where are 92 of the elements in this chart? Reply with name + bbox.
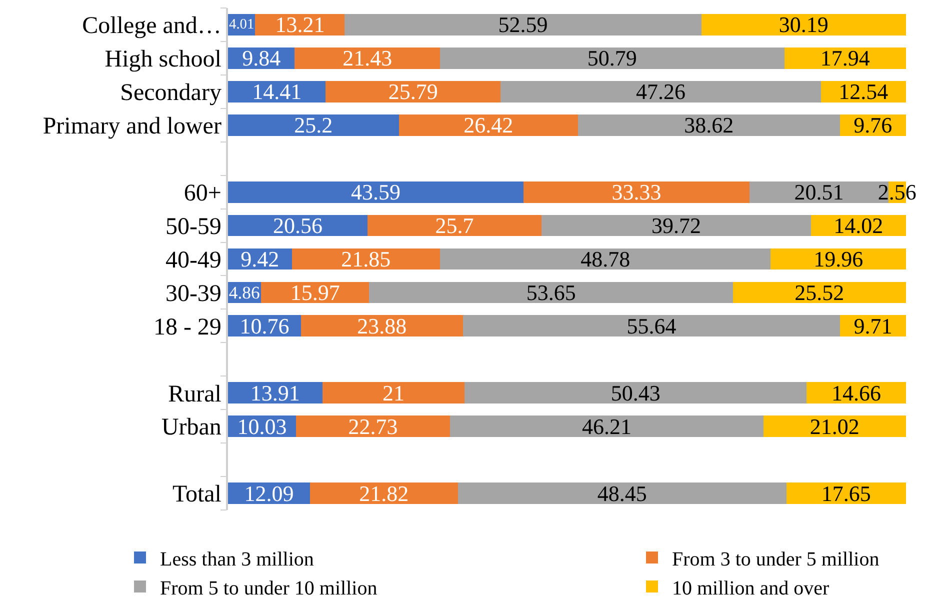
data-label: 25.52 — [794, 280, 844, 305]
data-label: 30.19 — [778, 12, 828, 38]
bar — [228, 80, 326, 102]
data-label: 14.02 — [834, 213, 884, 238]
y-tick-label: 18 - 29 — [153, 314, 222, 340]
y-tick-label: Total — [172, 482, 222, 508]
bar — [458, 482, 786, 504]
data-label: 20.56 — [272, 213, 322, 238]
data-label: 23.88 — [357, 313, 407, 338]
data-label: 9.84 — [242, 46, 281, 71]
bar — [701, 14, 906, 36]
bar — [450, 416, 764, 438]
bar — [322, 382, 465, 404]
bar — [462, 315, 840, 337]
data-label: 50.43 — [610, 380, 660, 406]
data-label: 25.7 — [435, 213, 474, 238]
data-label: 53.65 — [526, 280, 576, 305]
bar — [300, 315, 463, 337]
y-tick-label: Secondary — [120, 80, 222, 106]
data-label: 52.59 — [498, 12, 548, 38]
bar — [763, 416, 906, 438]
bar — [310, 482, 458, 504]
bar — [367, 214, 542, 236]
bar — [228, 181, 524, 203]
y-tick-label: 60+ — [184, 180, 222, 206]
data-label: 17.94 — [820, 46, 870, 71]
data-label: 50.79 — [587, 46, 637, 71]
bar — [344, 14, 702, 36]
bar — [440, 47, 784, 69]
data-label: 9.42 — [240, 246, 280, 272]
data-label: 43.59 — [351, 180, 401, 205]
bar — [784, 47, 906, 69]
data-label: 12.09 — [244, 480, 294, 506]
data-label: 10.76 — [240, 313, 290, 338]
y-tick-label: Rural — [168, 381, 222, 408]
data-label: 39.72 — [652, 213, 701, 238]
data-label: 14.66 — [831, 380, 881, 406]
bar — [398, 114, 578, 136]
data-label: 33.33 — [612, 180, 662, 205]
data-label: 10.03 — [237, 414, 287, 439]
bar — [292, 248, 440, 270]
bar — [326, 80, 501, 102]
y-tick-label: Urban — [161, 414, 222, 441]
bar — [542, 214, 811, 236]
data-label: 21.43 — [342, 46, 392, 71]
data-label: 17.65 — [821, 480, 871, 506]
data-label: 21.02 — [810, 414, 860, 439]
data-label: 25.2 — [294, 112, 333, 138]
data-label: 9.71 — [854, 313, 892, 338]
data-label: 4.86 — [228, 282, 260, 302]
y-tick-label: High school — [104, 46, 222, 73]
bar — [786, 482, 906, 504]
data-label: 22.73 — [348, 414, 398, 439]
legend-label: From 5 to under 10 million — [160, 577, 378, 600]
data-label: 14.41 — [252, 79, 302, 104]
y-tick-label: 30-39 — [165, 280, 222, 307]
data-label: 25.79 — [388, 79, 438, 104]
data-label: 46.21 — [582, 414, 632, 439]
bar — [578, 114, 840, 136]
data-label: 15.97 — [290, 280, 340, 305]
data-label: 13.91 — [250, 380, 300, 406]
y-tick-label: 50-59 — [165, 214, 222, 240]
data-label: 48.78 — [580, 246, 630, 272]
data-label: 47.26 — [636, 79, 686, 104]
bar — [294, 47, 440, 69]
y-tick-label: Primary and lower — [42, 114, 222, 140]
bar — [524, 181, 750, 203]
data-label: 9.76 — [854, 112, 892, 138]
data-label: 55.64 — [626, 313, 676, 338]
data-label: 21.85 — [341, 246, 391, 272]
bar — [732, 282, 906, 304]
y-tick-label: College and… — [82, 13, 222, 40]
data-label: 38.62 — [684, 112, 734, 138]
bar — [464, 382, 807, 404]
data-label: 26.42 — [464, 112, 514, 138]
data-label: 48.45 — [597, 480, 647, 506]
legend-label: From 3 to under 5 million — [672, 548, 880, 570]
data-label: 4.01 — [229, 16, 254, 33]
data-label: 19.96 — [814, 246, 864, 272]
bar — [440, 248, 771, 270]
bar — [369, 282, 733, 304]
data-label: 21.82 — [359, 480, 409, 506]
bar — [500, 80, 821, 102]
legend-label: 10 million and over — [672, 577, 830, 600]
data-label: 12.54 — [838, 79, 888, 104]
y-tick-label: 40-49 — [165, 247, 222, 274]
data-label: 21 — [382, 380, 404, 406]
bar — [228, 114, 399, 136]
data-label: 20.51 — [794, 180, 844, 205]
data-label: 13.21 — [275, 12, 325, 38]
bar — [296, 416, 450, 438]
legend-label: Less than 3 million — [160, 548, 314, 570]
